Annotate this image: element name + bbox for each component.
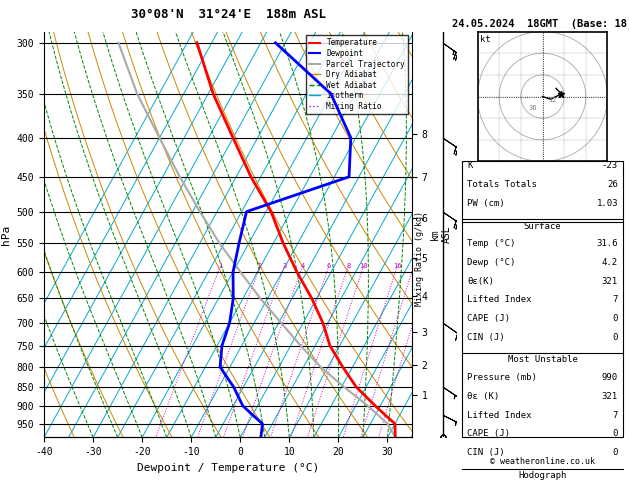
- Text: Dewp (°C): Dewp (°C): [467, 258, 516, 267]
- Text: 0: 0: [613, 333, 618, 342]
- Text: Temp (°C): Temp (°C): [467, 240, 516, 248]
- Text: 0: 0: [613, 314, 618, 323]
- Y-axis label: km
ASL: km ASL: [430, 226, 452, 243]
- Text: 26: 26: [607, 180, 618, 189]
- Text: 0: 0: [613, 448, 618, 457]
- Text: 7: 7: [613, 411, 618, 419]
- Text: 8: 8: [346, 263, 350, 269]
- Text: © weatheronline.co.uk: © weatheronline.co.uk: [490, 457, 595, 466]
- Text: θε (K): θε (K): [467, 392, 499, 401]
- X-axis label: Dewpoint / Temperature (°C): Dewpoint / Temperature (°C): [137, 463, 319, 473]
- Text: 1: 1: [218, 263, 222, 269]
- Text: 0: 0: [613, 429, 618, 438]
- Text: Pressure (mb): Pressure (mb): [467, 373, 537, 382]
- Text: Lifted Index: Lifted Index: [467, 295, 532, 304]
- Text: Lifted Index: Lifted Index: [467, 411, 532, 419]
- Text: 30°08'N  31°24'E  188m ASL: 30°08'N 31°24'E 188m ASL: [130, 8, 326, 21]
- Text: 16: 16: [393, 263, 401, 269]
- Text: PW (cm): PW (cm): [467, 199, 504, 208]
- Text: 24.05.2024  18GMT  (Base: 18): 24.05.2024 18GMT (Base: 18): [452, 19, 629, 29]
- Text: 4: 4: [300, 263, 304, 269]
- Text: 7: 7: [613, 295, 618, 304]
- Text: 6: 6: [326, 263, 331, 269]
- Text: Surface: Surface: [524, 222, 561, 230]
- Text: 12: 12: [548, 97, 557, 103]
- Bar: [462, 161, 623, 437]
- Text: CIN (J): CIN (J): [467, 448, 504, 457]
- Text: CAPE (J): CAPE (J): [467, 314, 510, 323]
- Text: 3: 3: [282, 263, 287, 269]
- Text: 990: 990: [602, 373, 618, 382]
- Text: -23: -23: [602, 161, 618, 171]
- Text: 321: 321: [602, 277, 618, 286]
- Text: 2: 2: [258, 263, 262, 269]
- Text: θε(K): θε(K): [467, 277, 494, 286]
- Text: Hodograph: Hodograph: [518, 470, 567, 480]
- Text: 4.2: 4.2: [602, 258, 618, 267]
- Text: 31.6: 31.6: [596, 240, 618, 248]
- Text: 1.03: 1.03: [596, 199, 618, 208]
- Text: Most Unstable: Most Unstable: [508, 355, 577, 364]
- Text: 321: 321: [602, 392, 618, 401]
- Text: kt: kt: [480, 35, 491, 45]
- Text: 10: 10: [359, 263, 368, 269]
- Text: 36: 36: [529, 105, 538, 111]
- Legend: Temperature, Dewpoint, Parcel Trajectory, Dry Adiabat, Wet Adiabat, Isotherm, Mi: Temperature, Dewpoint, Parcel Trajectory…: [306, 35, 408, 114]
- Text: K: K: [467, 161, 472, 171]
- Text: CIN (J): CIN (J): [467, 333, 504, 342]
- Text: Totals Totals: Totals Totals: [467, 180, 537, 189]
- Y-axis label: hPa: hPa: [1, 225, 11, 244]
- Text: CAPE (J): CAPE (J): [467, 429, 510, 438]
- Text: Mixing Ratio (g/kg): Mixing Ratio (g/kg): [415, 211, 424, 306]
